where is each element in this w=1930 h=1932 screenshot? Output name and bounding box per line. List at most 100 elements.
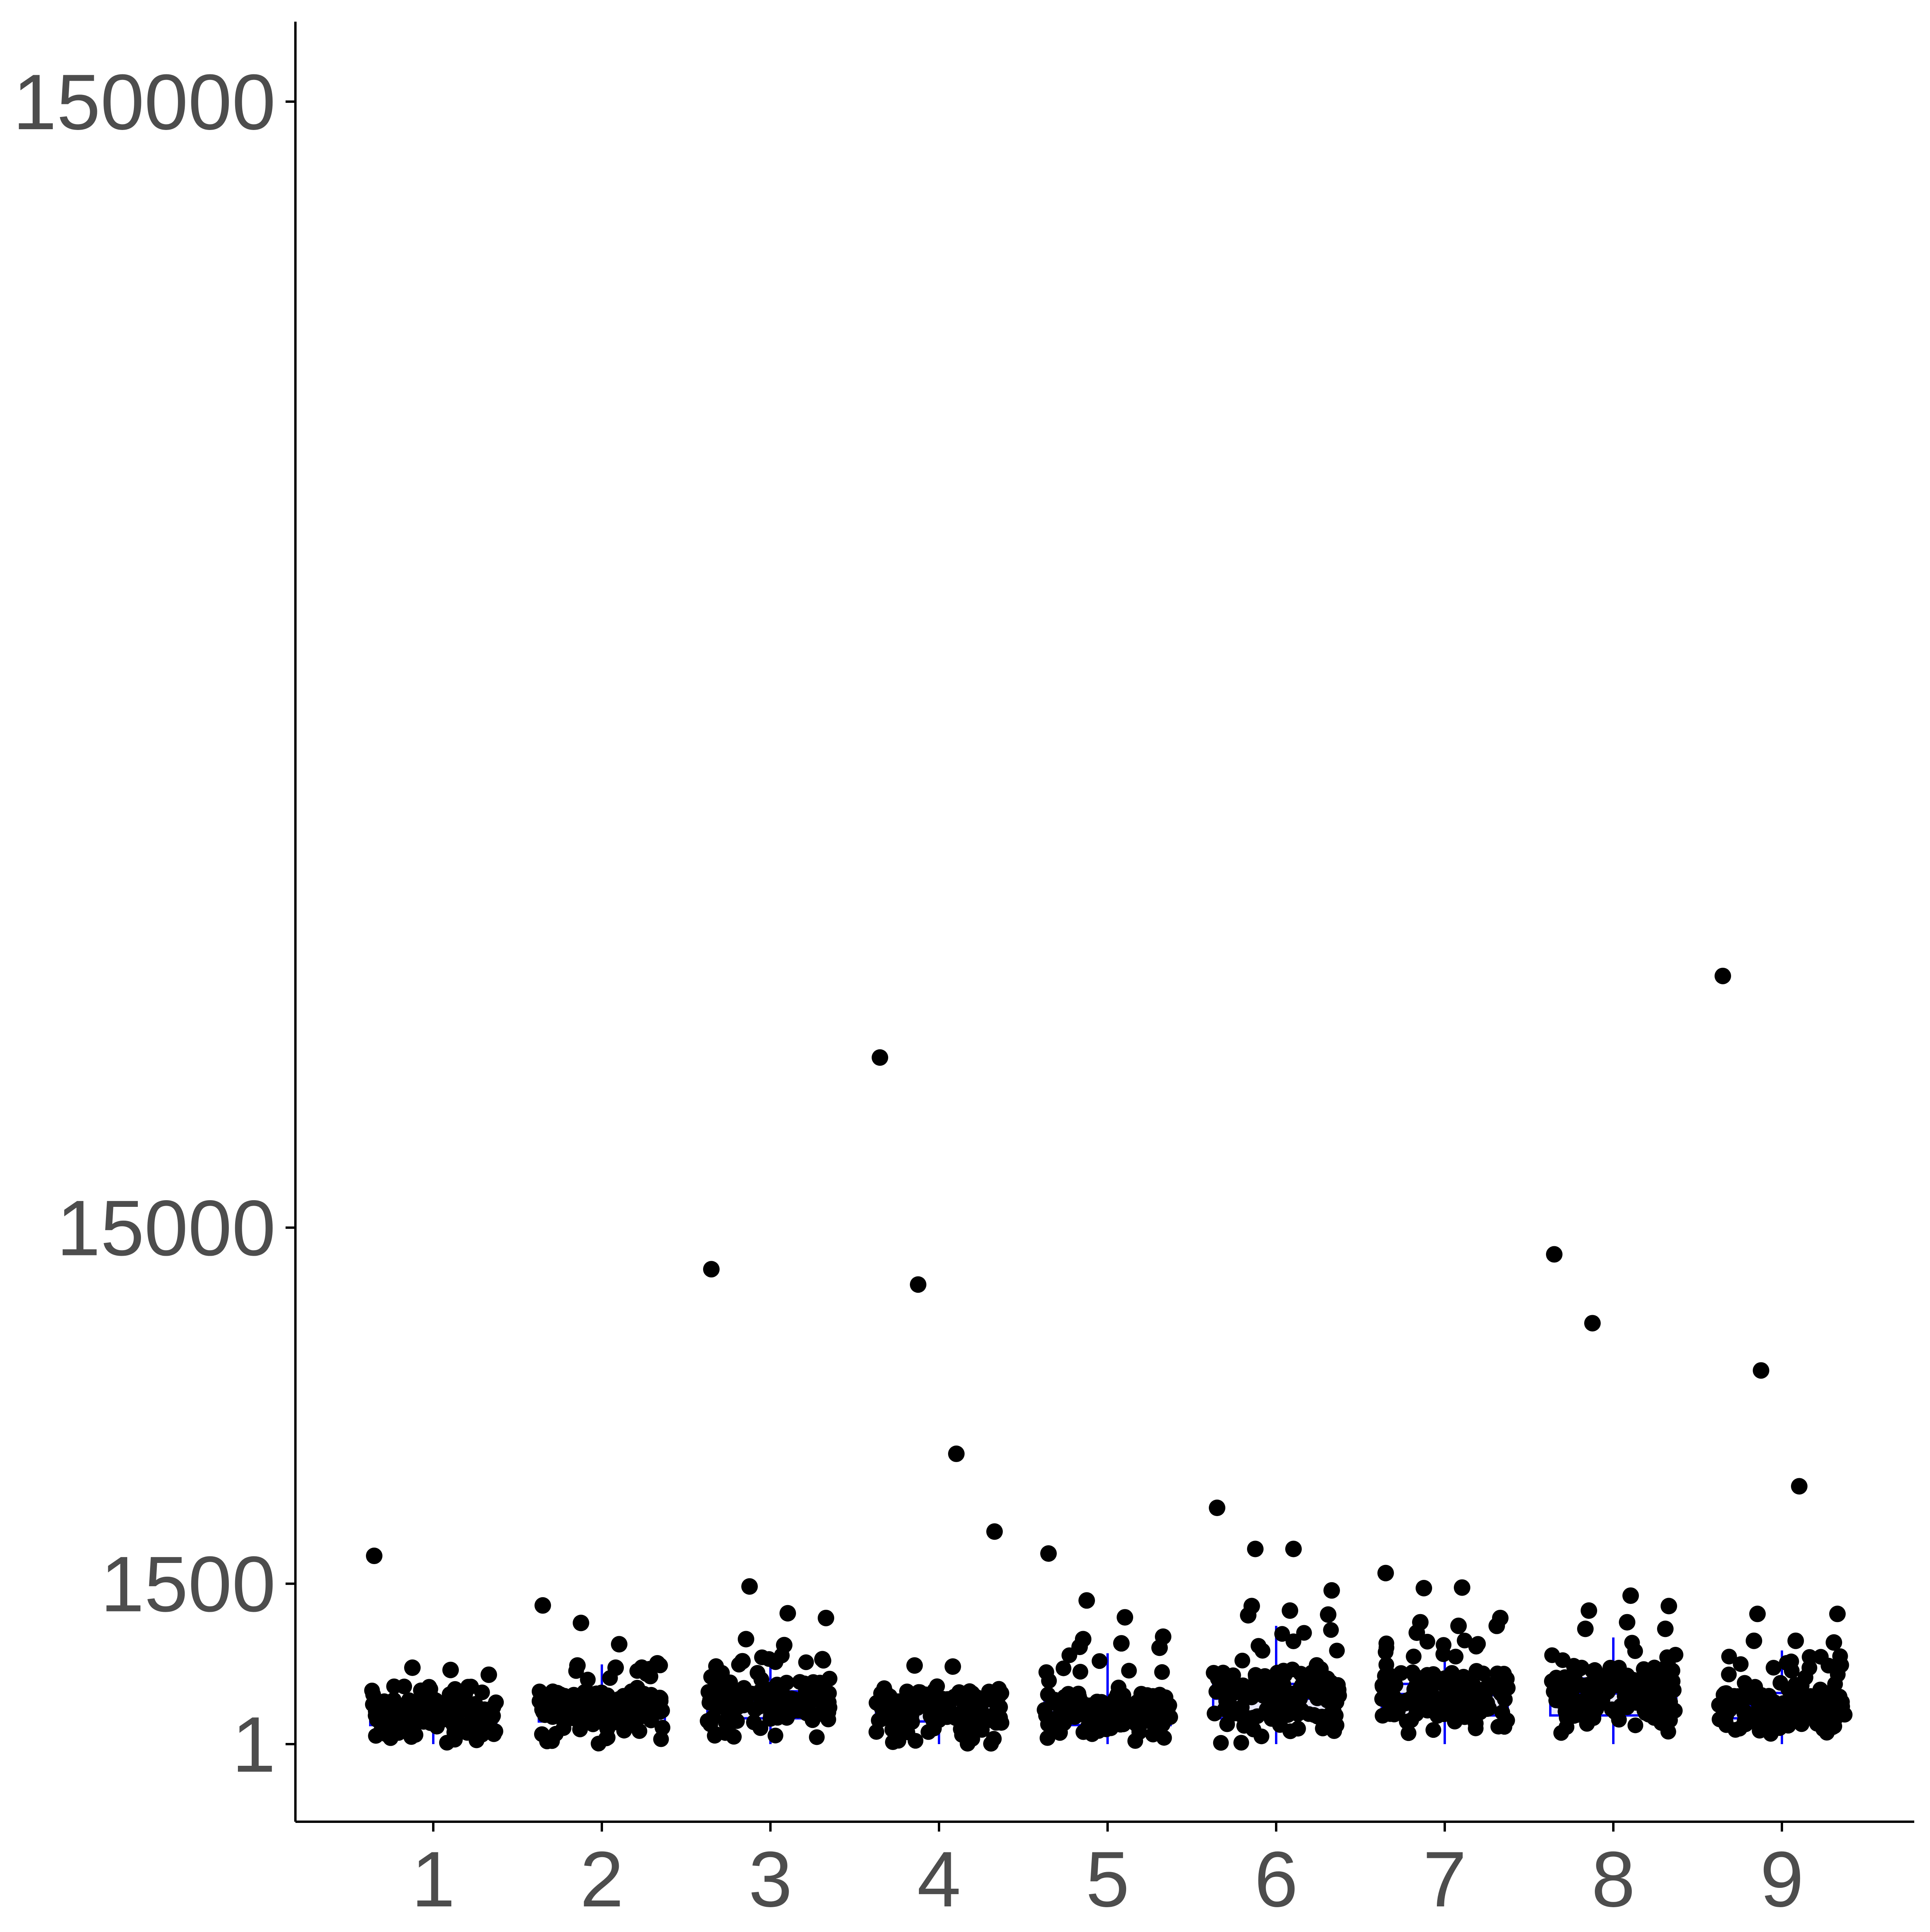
data-point — [816, 1706, 832, 1722]
data-point — [1587, 1662, 1603, 1678]
data-point — [1435, 1646, 1451, 1662]
data-point — [1051, 1716, 1067, 1732]
points-group-7 — [1374, 1632, 1516, 1741]
outlier-point-8 — [1546, 1246, 1563, 1263]
data-point — [1496, 1667, 1512, 1683]
data-point — [809, 1729, 825, 1745]
data-point — [1285, 1633, 1301, 1649]
data-point — [1563, 1704, 1579, 1720]
outlier-point-7 — [1450, 1617, 1467, 1634]
outlier-point-9 — [1791, 1478, 1808, 1495]
data-point — [778, 1690, 794, 1706]
data-point — [1616, 1688, 1633, 1704]
outlier-point-5 — [1040, 1545, 1057, 1562]
data-point — [1160, 1700, 1176, 1716]
data-point — [653, 1731, 669, 1747]
data-point — [1277, 1685, 1293, 1701]
data-point — [972, 1699, 989, 1715]
outlier-point-3 — [734, 1653, 751, 1670]
data-point — [1296, 1625, 1312, 1641]
outlier-point-2 — [573, 1615, 589, 1631]
data-point — [1037, 1702, 1053, 1718]
outlier-point-7 — [1488, 1617, 1505, 1634]
data-point — [1399, 1713, 1415, 1730]
data-point — [1136, 1701, 1152, 1717]
data-point — [566, 1687, 582, 1703]
data-point — [1619, 1667, 1635, 1683]
data-point — [1730, 1688, 1746, 1704]
data-point — [1449, 1671, 1465, 1687]
data-point — [1284, 1661, 1301, 1678]
data-point — [1253, 1728, 1269, 1745]
outlier-point-6 — [1323, 1582, 1340, 1599]
points-group-5 — [1037, 1647, 1178, 1749]
outlier-point-4 — [986, 1523, 1003, 1540]
data-point — [1721, 1648, 1737, 1665]
data-point — [1457, 1632, 1473, 1648]
data-point — [1381, 1687, 1397, 1704]
outlier-point-4 — [872, 1049, 888, 1066]
data-point — [473, 1708, 489, 1724]
data-point — [950, 1708, 966, 1724]
data-point — [553, 1704, 569, 1720]
data-point — [1072, 1664, 1088, 1680]
data-point — [1154, 1716, 1171, 1732]
data-point — [447, 1732, 463, 1748]
data-point — [590, 1693, 607, 1709]
outlier-point-3 — [738, 1631, 754, 1648]
data-point — [1783, 1654, 1799, 1670]
data-point — [1579, 1716, 1595, 1732]
x-tick-label-2: 2 — [580, 1835, 624, 1923]
points-group-8 — [1544, 1635, 1683, 1741]
data-point — [1827, 1676, 1843, 1692]
x-tick-label-1: 1 — [411, 1835, 455, 1923]
outlier-point-7 — [1454, 1579, 1470, 1596]
outlier-point-8 — [1661, 1598, 1677, 1615]
data-point — [1213, 1735, 1229, 1751]
data-point — [760, 1681, 776, 1698]
data-point — [468, 1732, 484, 1748]
outlier-point-8 — [1622, 1587, 1639, 1604]
data-point — [654, 1702, 670, 1719]
outlier-point-9 — [1753, 1362, 1769, 1379]
data-point — [1827, 1696, 1843, 1713]
data-point — [1323, 1622, 1339, 1638]
outlier-point-9 — [1746, 1632, 1762, 1649]
data-point — [1742, 1708, 1758, 1724]
outlier-point-5 — [1078, 1592, 1095, 1609]
data-point — [629, 1663, 645, 1679]
data-point — [1448, 1648, 1464, 1665]
outlier-point-2 — [607, 1659, 624, 1676]
data-point — [460, 1679, 476, 1695]
outlier-point-3 — [741, 1578, 758, 1595]
x-tick-label-5: 5 — [1086, 1835, 1129, 1923]
outlier-point-8 — [1581, 1602, 1597, 1619]
data-point — [1756, 1716, 1772, 1732]
y-tick-label-1500: 1500 — [100, 1540, 276, 1628]
outlier-point-3 — [818, 1609, 834, 1626]
outlier-point-9 — [1826, 1634, 1842, 1651]
data-point — [723, 1702, 739, 1718]
data-point — [766, 1697, 783, 1713]
data-point — [1233, 1735, 1249, 1751]
data-point — [1607, 1672, 1623, 1689]
outlier-point-5 — [1113, 1635, 1130, 1652]
data-point — [1660, 1724, 1676, 1740]
data-point — [1470, 1636, 1486, 1652]
x-tick-label-8: 8 — [1591, 1835, 1635, 1923]
data-point — [1584, 1703, 1600, 1719]
x-tick-label-6: 6 — [1254, 1835, 1298, 1923]
outlier-point-7 — [1416, 1580, 1432, 1597]
data-point — [1804, 1709, 1821, 1725]
data-point — [1254, 1677, 1271, 1693]
data-point — [868, 1695, 885, 1711]
outlier-point-2 — [534, 1597, 551, 1614]
data-point — [1262, 1690, 1278, 1706]
outlier-point-6 — [1282, 1602, 1298, 1619]
data-point — [1564, 1691, 1580, 1707]
outlier-point-3 — [814, 1651, 831, 1668]
axes-layer: 1 1500 15000 150000 1 2 3 4 5 6 7 8 9 — [13, 22, 1914, 1923]
data-point — [873, 1711, 889, 1728]
data-point — [422, 1681, 438, 1697]
